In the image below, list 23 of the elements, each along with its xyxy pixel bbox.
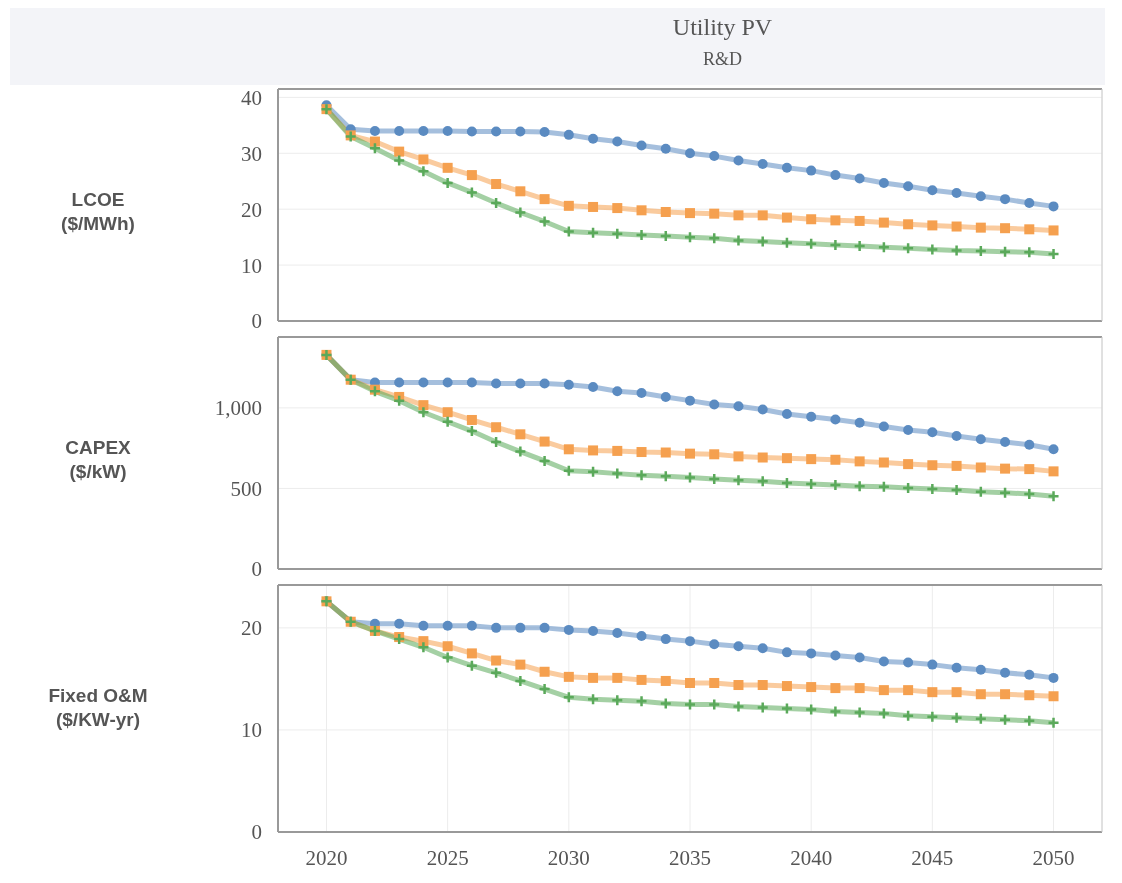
y-tick-label: 20 [241, 197, 262, 222]
y-tick-label: 10 [241, 253, 262, 278]
y-axis-title: CAPEX ($/kW) [64, 436, 132, 484]
y-axis-title: Fixed O&M ($/KW-yr) [47, 684, 149, 732]
x-tick-label: 2045 [911, 845, 954, 870]
y-tick-label: 10 [241, 718, 262, 743]
x-tick-label: 2050 [1032, 845, 1075, 870]
x-tick-label: 2025 [426, 845, 469, 870]
y-tick-label: 0 [251, 309, 262, 334]
y-tick-label: 0 [251, 557, 262, 582]
y-tick-label: 20 [241, 616, 262, 641]
y-tick-label: 0 [251, 820, 262, 845]
x-tick-label: 2020 [305, 845, 348, 870]
chart-subtitle: R&D [702, 48, 743, 70]
x-tick-label: 2030 [547, 845, 590, 870]
x-tick-label: 2035 [669, 845, 711, 870]
y-axis-title: LCOE ($/MWh) [60, 188, 136, 236]
y-tick-label: 1,000 [214, 396, 262, 421]
y-tick-label: 500 [230, 476, 262, 501]
x-tick-label: 2040 [790, 845, 833, 870]
y-tick-label: 30 [241, 141, 262, 166]
y-tick-label: 40 [241, 85, 262, 110]
chart-title: Utility PV [671, 13, 774, 41]
